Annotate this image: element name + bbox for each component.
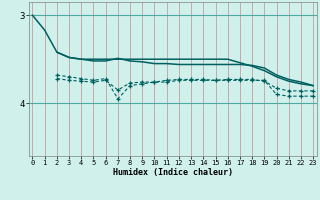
X-axis label: Humidex (Indice chaleur): Humidex (Indice chaleur) bbox=[113, 168, 233, 177]
